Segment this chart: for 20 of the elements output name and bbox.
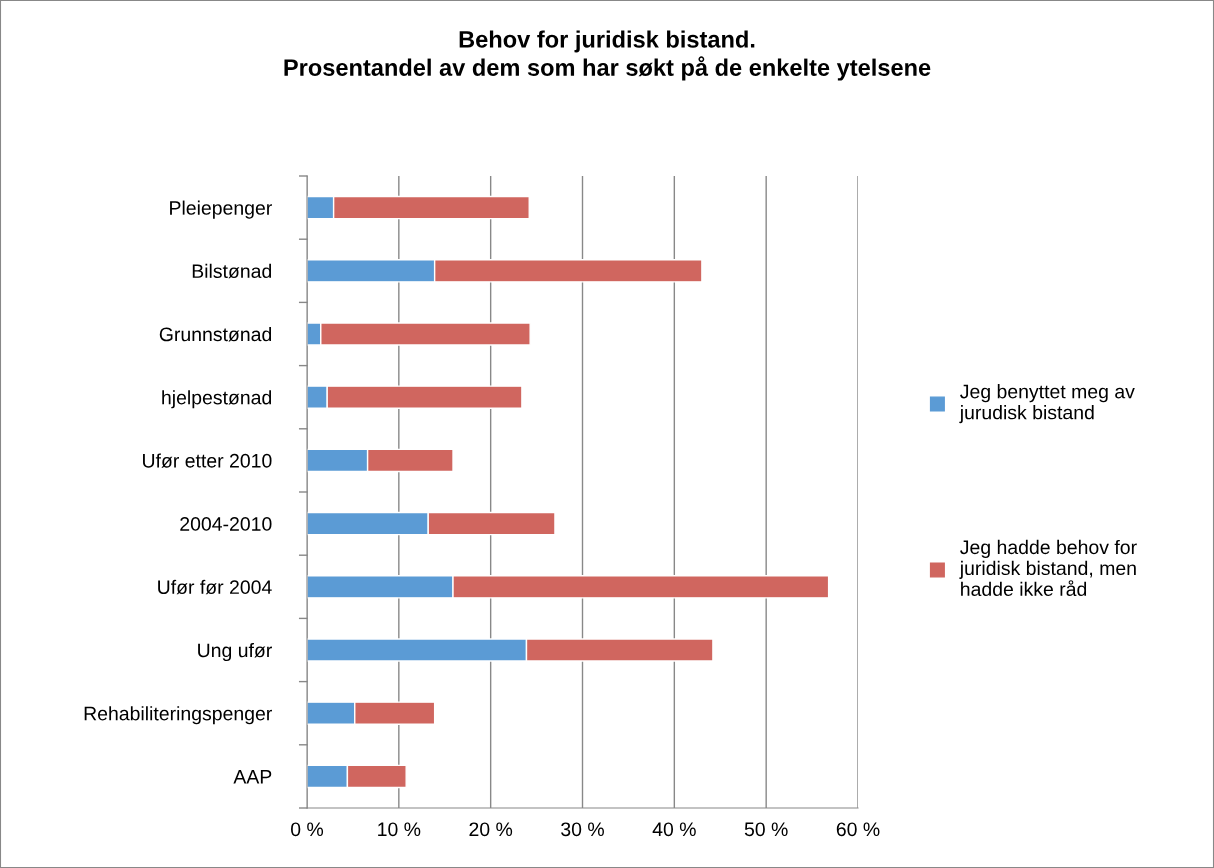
y-tick-label: Bilstønad: [192, 263, 272, 279]
x-tick-label: 60 %: [836, 822, 880, 837]
y-tick-label: 2004-2010: [180, 517, 272, 531]
y-tick-label: Grunnstønad: [159, 326, 272, 342]
legend-label: Jeg hadde behov for juridisk bistand, men hadde ikke råd: [959, 539, 1137, 597]
chart-title: Behov for juridisk bistand. Prosentandel av dem som har søkt på de enkelte ytelsene: [284, 30, 931, 81]
x-tick-label: 0 %: [291, 822, 324, 837]
x-tick-label: 40 %: [652, 822, 696, 837]
x-tick-label: 30 %: [561, 822, 604, 837]
legend-label: Jeg benyttet meg av jurudisk bistand: [959, 384, 1135, 424]
y-tick-label: Rehabiliteringspenger: [84, 706, 272, 725]
x-tick-label: 50 %: [744, 822, 788, 837]
y-tick-label: Ung ufør: [198, 642, 272, 662]
y-tick-label: hjelpestønad: [162, 390, 272, 409]
y-tick-label: Ufør før 2004: [158, 579, 272, 595]
x-tick-label: 10 %: [378, 822, 421, 837]
x-tick-label: 20 %: [469, 822, 513, 837]
y-tick-label: Ufør etter 2010: [143, 453, 272, 468]
y-tick-label: Pleiepenger: [170, 200, 272, 219]
y-tick-label: AAP: [233, 770, 272, 784]
